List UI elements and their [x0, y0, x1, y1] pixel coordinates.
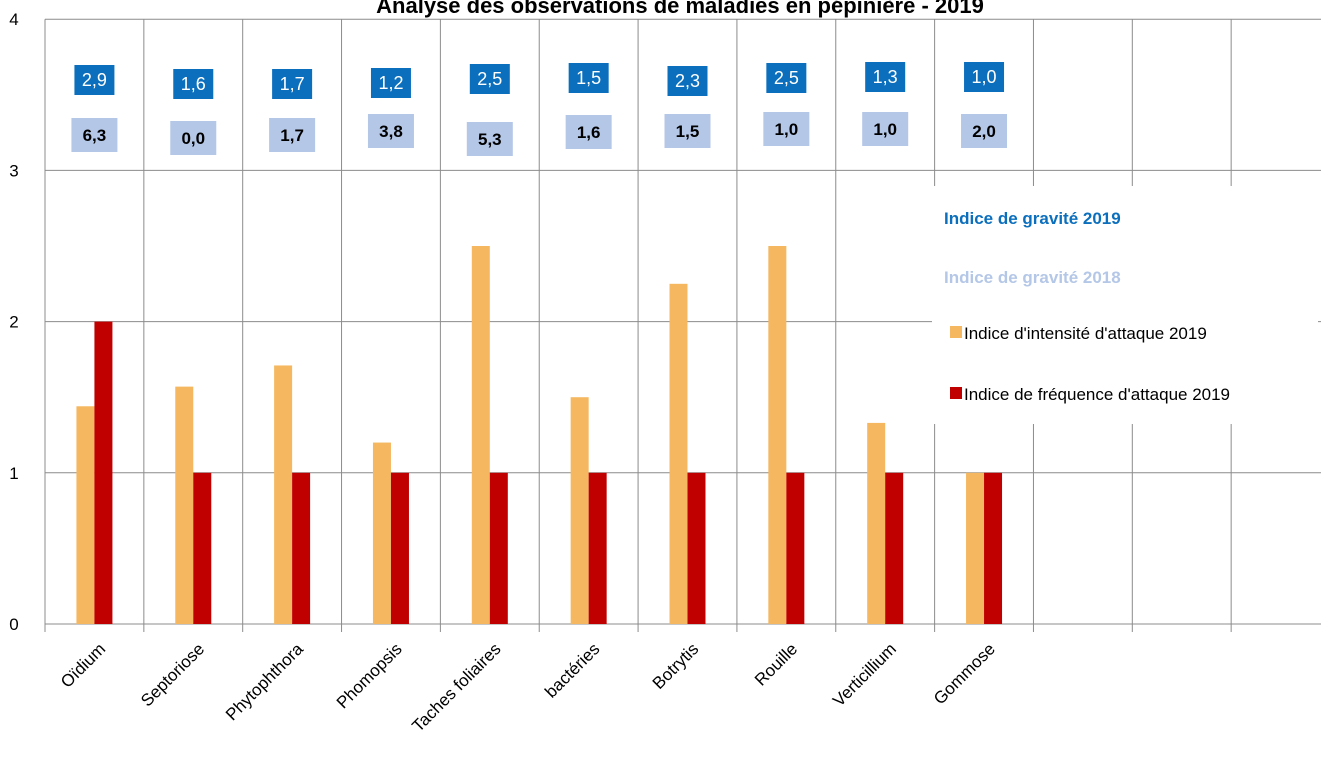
y-tick-label: 4	[9, 10, 18, 29]
frequency-bar	[193, 472, 212, 624]
intensity-bar	[175, 386, 194, 624]
severity-2018-label: 1,6	[577, 123, 601, 142]
intensity-bar	[471, 246, 490, 624]
x-tick-label: Phomopsis	[333, 639, 406, 712]
intensity-bar	[570, 397, 589, 624]
severity-2018-box	[664, 114, 711, 148]
x-tick-label: Botrytis	[649, 639, 703, 693]
severity-2019-label: 1,2	[378, 73, 403, 93]
frequency-bar	[588, 472, 607, 624]
frequency-bar	[885, 472, 904, 624]
severity-2018-box	[565, 115, 612, 149]
severity-2018-label: 2,0	[972, 122, 996, 141]
intensity-bar	[76, 406, 95, 624]
severity-2019-box	[173, 69, 214, 99]
x-tick-label: Taches foliaires	[408, 639, 504, 735]
severity-2018-label: 1,7	[280, 126, 304, 145]
severity-2018-box	[170, 121, 217, 155]
severity-2019-box	[568, 63, 609, 93]
severity-2019-label: 1,0	[972, 67, 997, 87]
legend-severity-2019: Indice de gravité 2019	[944, 209, 1121, 228]
x-axis: Oïdium Septoriose Phytophthora Phomopsis Tac…	[57, 639, 999, 736]
intensity-bar	[372, 442, 391, 624]
frequency-bar	[786, 472, 805, 624]
x-tick-label: Septoriose	[137, 639, 208, 710]
x-tick-label: Gommose	[930, 639, 999, 708]
severity-2019-box	[865, 62, 906, 92]
frequency-bar	[292, 472, 311, 624]
intensity-bar	[966, 472, 985, 624]
severity-2019-box	[370, 68, 411, 98]
severity-2019-label: 1,6	[181, 74, 206, 94]
severity-2018-label: 6,3	[83, 126, 107, 145]
severity-2018-label: 0,0	[181, 129, 205, 148]
y-axis: 0 1 2 3 4	[9, 10, 18, 634]
legend-background	[932, 186, 1318, 424]
y-tick-label: 3	[9, 161, 18, 180]
severity-2018-label: 1,0	[775, 120, 799, 139]
severity-2018-box	[466, 122, 513, 156]
severity-2018-box	[961, 114, 1008, 148]
severity-labels: 2,9 1,6 1,7 1,2 2,5 1,5 2,3 2,5 1,3 1,0 6,3 0,0 1,7 3…	[71, 62, 1008, 156]
severity-2018-box	[367, 114, 414, 148]
severity-2019-label: 2,3	[675, 71, 700, 91]
severity-2019-label: 2,9	[82, 70, 107, 90]
x-tick-label: Phytophthora	[222, 639, 307, 724]
severity-2019-box	[667, 66, 708, 96]
severity-2019-label: 2,5	[477, 69, 502, 89]
legend-swatch-intensity	[950, 326, 962, 338]
severity-2019-label: 1,7	[280, 74, 305, 94]
intensity-bar	[768, 246, 787, 624]
severity-2018-box	[269, 118, 316, 152]
frequency-bar	[390, 472, 409, 624]
y-tick-label: 1	[9, 464, 18, 483]
severity-2019-box	[964, 62, 1005, 92]
legend-intensity: Indice d'intensité d'attaque 2019	[964, 324, 1207, 343]
severity-2019-box	[74, 65, 115, 95]
y-tick-label: 2	[9, 313, 18, 332]
frequency-bar	[94, 321, 113, 624]
legend-swatch-frequency	[950, 387, 962, 399]
chart-title: Analyse des observations de maladies en …	[376, 0, 984, 18]
severity-2019-label: 1,5	[576, 68, 601, 88]
legend-severity-2018: Indice de gravité 2018	[944, 268, 1121, 287]
x-tick-label: bactéries	[541, 639, 603, 701]
severity-2018-box	[71, 118, 118, 152]
x-tick-label: Oïdium	[57, 639, 109, 691]
severity-2019-label: 1,3	[873, 67, 898, 87]
severity-2018-box	[763, 112, 810, 146]
intensity-bar	[669, 283, 688, 624]
severity-2018-label: 3,8	[379, 122, 403, 141]
x-tick-label: Rouille	[751, 639, 801, 689]
severity-2018-box	[862, 112, 909, 146]
severity-2018-label: 1,5	[676, 122, 700, 141]
severity-2019-box	[272, 69, 313, 99]
intensity-bar	[867, 422, 886, 624]
intensity-bar	[274, 365, 293, 624]
y-tick-label: 0	[9, 615, 18, 634]
x-tick-label: Verticillium	[829, 639, 900, 710]
frequency-bar	[984, 472, 1003, 624]
severity-2019-box	[766, 63, 807, 93]
severity-2018-label: 1,0	[873, 120, 897, 139]
legend-frequency: Indice de fréquence d'attaque 2019	[964, 385, 1230, 404]
frequency-bar	[687, 472, 706, 624]
severity-2019-label: 2,5	[774, 68, 799, 88]
legend: Indice de gravité 2019 Indice de gravité…	[944, 209, 1230, 404]
frequency-bar	[489, 472, 508, 624]
severity-2018-label: 5,3	[478, 130, 502, 149]
bars	[76, 246, 1003, 624]
severity-2019-box	[469, 64, 510, 94]
